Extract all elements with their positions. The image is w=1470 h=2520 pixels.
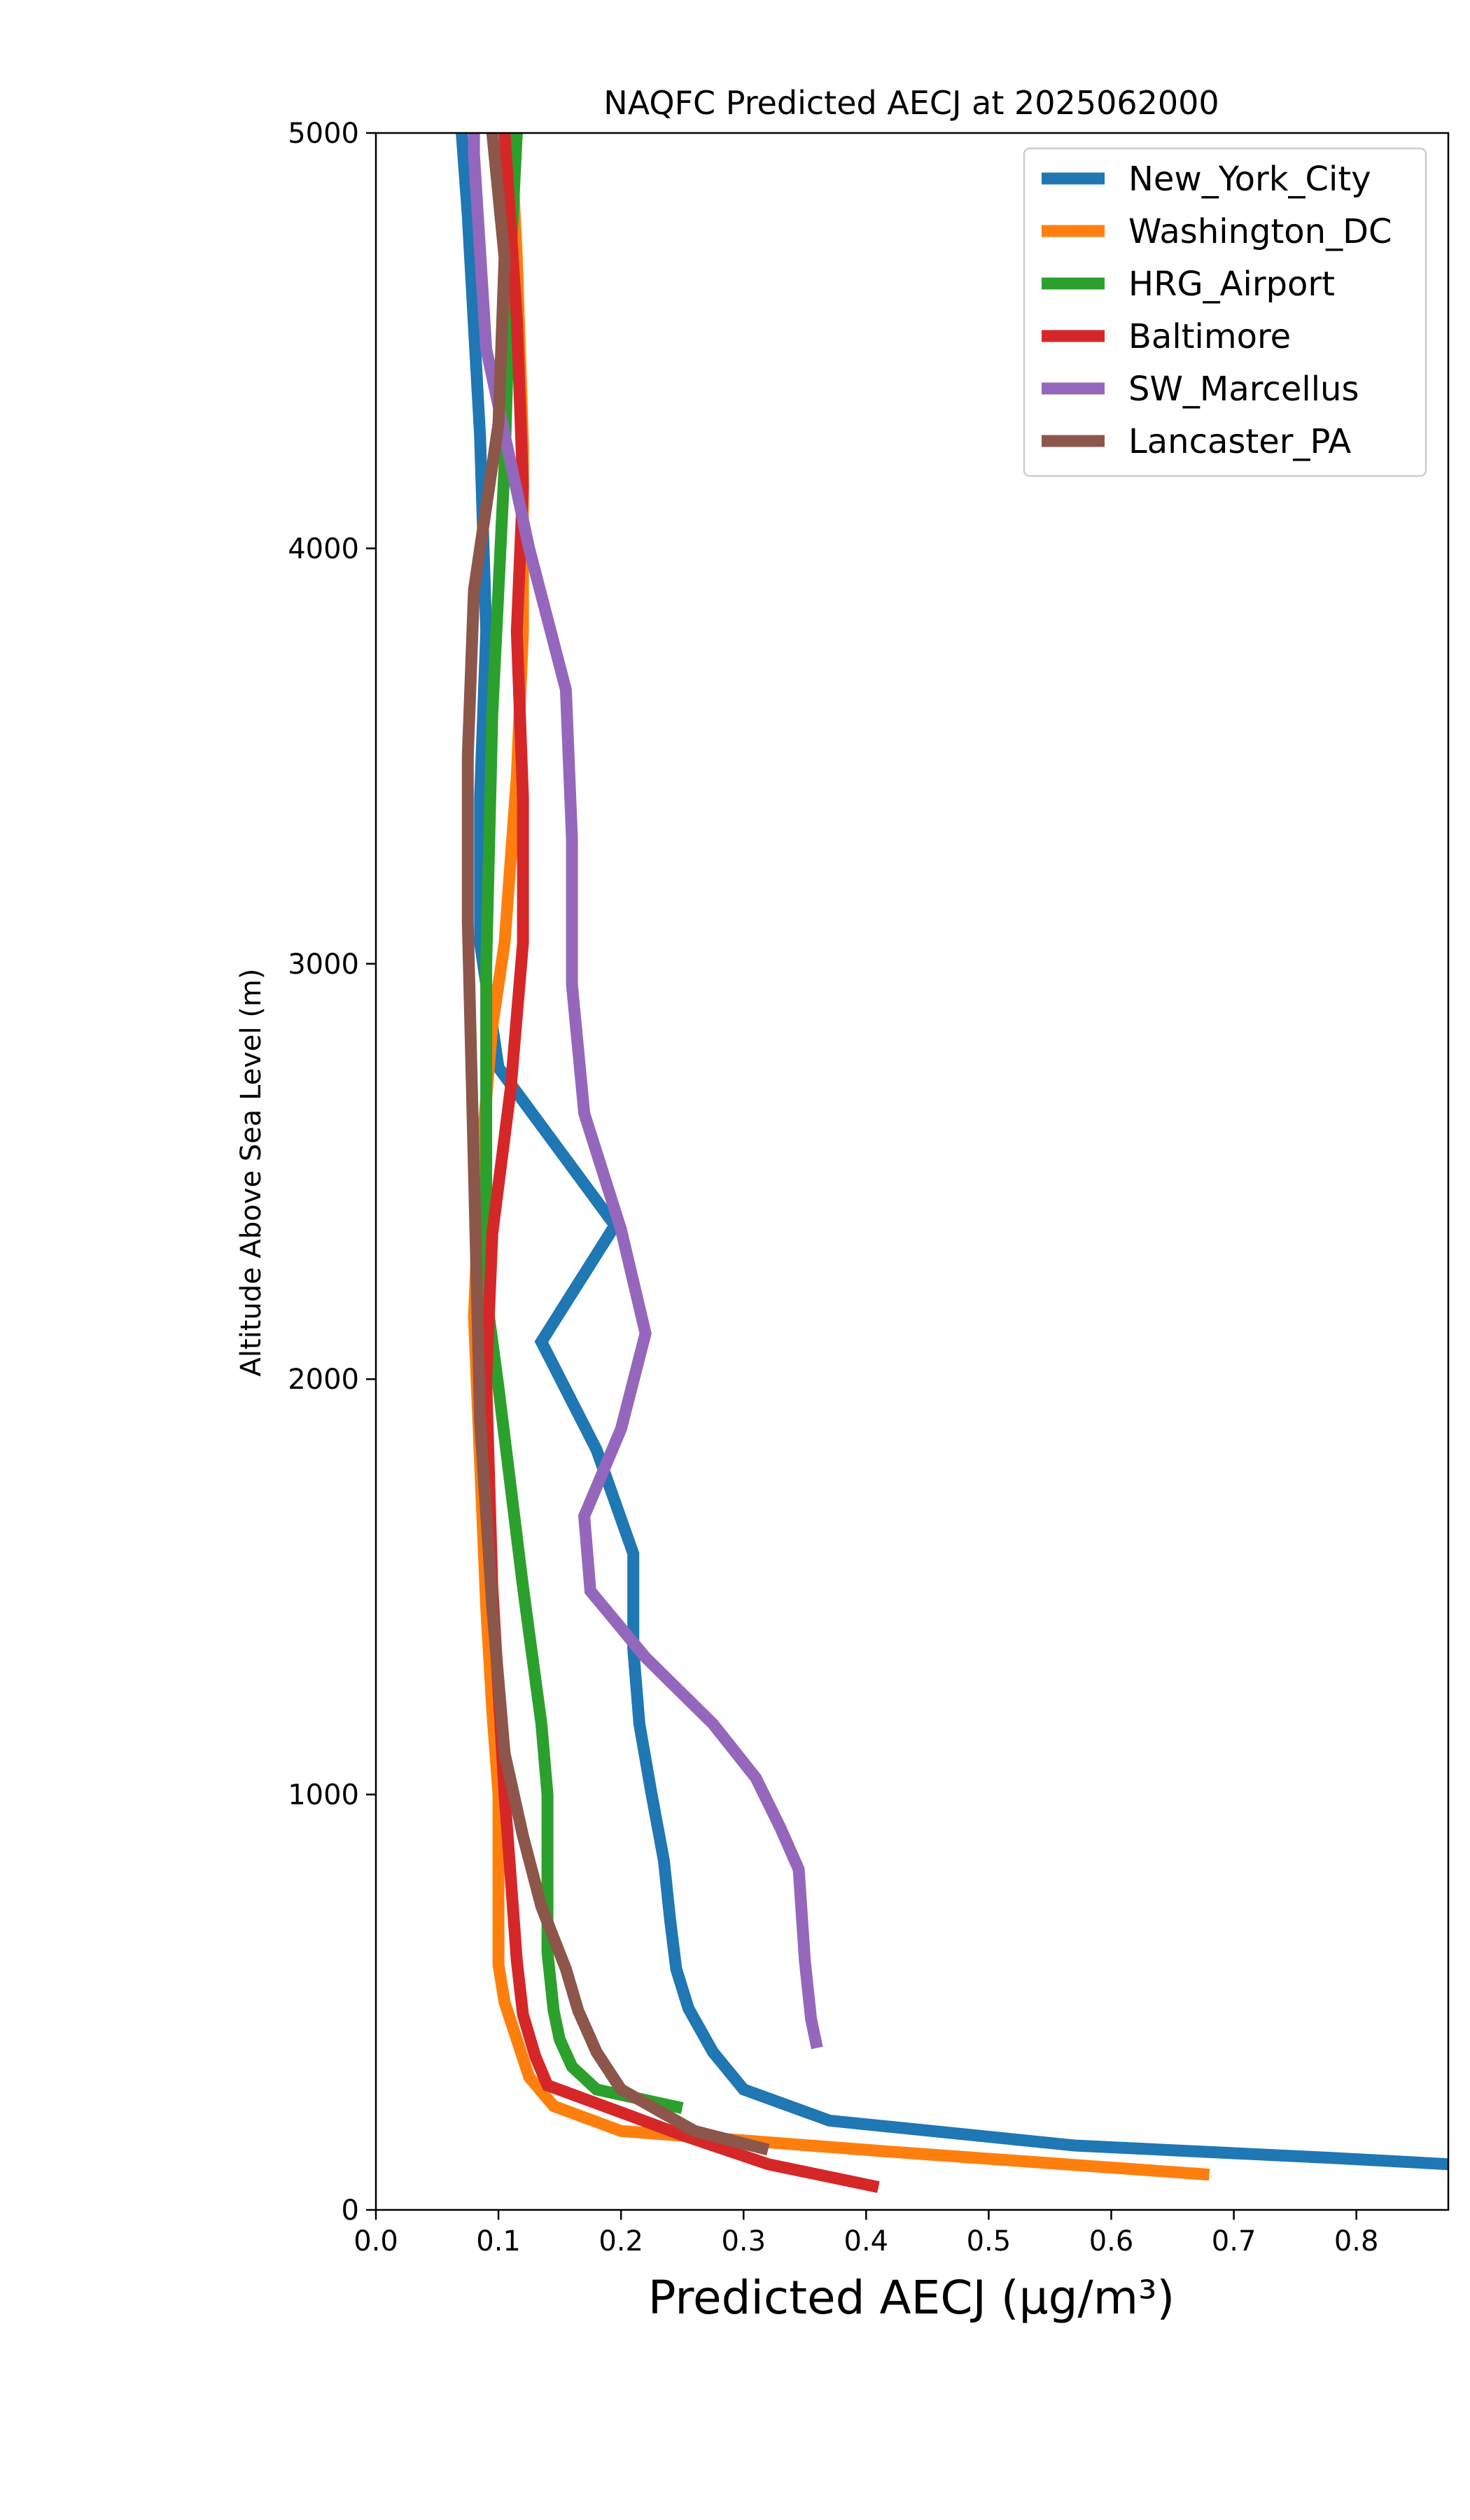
x-tick-label: 0.2 <box>598 2225 643 2258</box>
legend-label: Baltimore <box>1128 317 1291 356</box>
y-axis-ticks: 0 1000 2000 3000 4000 5000 <box>288 118 376 2227</box>
y-tick-label: 0 <box>342 2194 359 2227</box>
series-line-sw-marcellus <box>468 133 823 2050</box>
x-tick-label: 0.6 <box>1089 2225 1134 2258</box>
legend: New_York_City Washington_DC HRG_Airport Bal… <box>1023 147 1427 477</box>
chart-title: NAQFC Predicted AECJ at 2025062000 <box>603 84 1219 122</box>
x-tick-label: 0.8 <box>1334 2225 1379 2258</box>
x-tick-label: 0.3 <box>721 2225 766 2258</box>
legend-label: HRG_Airport <box>1128 265 1335 304</box>
x-tick-label: 0.5 <box>967 2225 1011 2258</box>
y-tick-label: 5000 <box>288 118 359 150</box>
legend-box <box>1023 147 1427 477</box>
y-axis-label: Altitude Above Sea Level (m) <box>235 969 267 1377</box>
series-lines <box>456 133 1448 2193</box>
x-axis-ticks: 0.0 0.1 0.2 0.3 0.4 0.5 0.6 0.7 0.8 <box>354 2210 1378 2258</box>
legend-label: New_York_City <box>1128 160 1371 199</box>
series-line-new-york-city <box>456 133 1448 2171</box>
y-tick-label: 3000 <box>288 948 359 981</box>
y-tick-label: 1000 <box>288 1779 359 1812</box>
series-line-hrg-airport <box>480 133 684 2114</box>
legend-label: Lancaster_PA <box>1128 422 1351 461</box>
series-line-lancaster-pa <box>461 133 770 2156</box>
y-tick-label: 4000 <box>288 533 359 565</box>
x-tick-label: 0.0 <box>354 2225 398 2258</box>
x-axis-label: Predicted AECJ (μg/m³) <box>648 2271 1175 2325</box>
plot-frame <box>374 132 1450 2211</box>
x-tick-label: 0.4 <box>844 2225 889 2258</box>
y-tick-label: 2000 <box>288 1364 359 1396</box>
legend-label: Washington_DC <box>1128 212 1392 251</box>
x-tick-label: 0.1 <box>476 2225 521 2258</box>
x-tick-label: 0.7 <box>1212 2225 1256 2258</box>
legend-label: SW_Marcellus <box>1128 370 1359 409</box>
